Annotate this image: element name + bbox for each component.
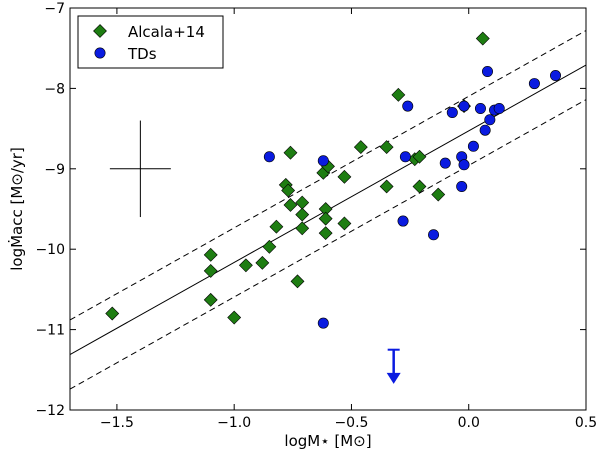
point-tds-20 xyxy=(528,78,540,90)
point-alcala-33 xyxy=(475,31,490,46)
point-alcala-0 xyxy=(105,306,120,321)
y-tick-label: −12 xyxy=(35,403,65,419)
x-tick-label: 0.5 xyxy=(575,415,597,431)
point-alcala-13 xyxy=(290,274,305,289)
axis-ticks: −1.5 −1.0 −0.5 0.0 0.5 −12 −11 −10 −9 −8 −7 xyxy=(35,1,597,431)
point-alcala-22 xyxy=(337,169,352,184)
point-tds-13 xyxy=(467,140,479,152)
point-tds-21 xyxy=(550,70,562,82)
point-alcala-20 xyxy=(318,226,333,241)
point-alcala-24 xyxy=(353,140,368,155)
point-alcala-8 xyxy=(269,219,284,234)
point-alcala-30 xyxy=(412,179,427,194)
fit-line-dashed-2 xyxy=(70,99,586,390)
y-tick-label: −7 xyxy=(44,1,65,17)
point-tds-2 xyxy=(317,317,329,329)
x-tick-label: −0.5 xyxy=(334,415,368,431)
point-tds-6 xyxy=(428,229,440,241)
point-tds-15 xyxy=(479,124,491,136)
legend: Alcala+14 TDs xyxy=(77,15,224,69)
point-tds-5 xyxy=(402,100,414,112)
point-alcala-23 xyxy=(337,216,352,231)
point-tds-14 xyxy=(474,103,486,115)
legend-label-tds: TDs xyxy=(127,45,157,63)
point-tds-10 xyxy=(456,180,468,192)
point-tds-17 xyxy=(484,114,496,126)
point-alcala-5 xyxy=(238,258,253,273)
point-tds-19 xyxy=(493,103,505,115)
legend-marker-tds xyxy=(94,47,106,59)
point-tds-7 xyxy=(439,157,451,169)
point-alcala-4 xyxy=(227,310,242,325)
point-alcala-25 xyxy=(379,140,394,155)
x-tick-label: −1.0 xyxy=(217,415,251,431)
point-alcala-6 xyxy=(255,255,270,270)
y-tick-label: −10 xyxy=(35,242,65,258)
point-alcala-27 xyxy=(391,87,406,102)
point-tds-3 xyxy=(399,151,411,163)
plot-frame xyxy=(69,7,587,411)
y-tick-label: −8 xyxy=(44,81,65,97)
point-alcala-1 xyxy=(203,247,218,262)
legend-box xyxy=(77,15,224,69)
point-tds-1 xyxy=(317,155,329,167)
x-axis-label: logM⋆ [M⊙] xyxy=(284,432,371,450)
point-alcala-12 xyxy=(283,198,298,212)
point-tds-0 xyxy=(263,151,275,163)
point-alcala-31 xyxy=(431,187,446,202)
point-alcala-10 xyxy=(281,183,296,198)
point-alcala-15 xyxy=(295,207,310,222)
point-alcala-29 xyxy=(412,149,427,164)
point-alcala-19 xyxy=(318,211,333,226)
legend-marker-alcala xyxy=(93,24,107,38)
point-tds-8 xyxy=(446,107,458,119)
point-alcala-11 xyxy=(283,145,298,160)
point-tds-4 xyxy=(397,215,409,227)
x-tick-label: 0.0 xyxy=(458,415,480,431)
point-tds-16 xyxy=(481,66,493,78)
y-tick-label: −9 xyxy=(44,162,65,178)
point-alcala-3 xyxy=(203,292,218,307)
y-axis-label: logṀacc [M⊙/yr] xyxy=(7,147,26,271)
point-alcala-16 xyxy=(295,221,310,236)
plot-content xyxy=(70,30,586,390)
point-alcala-14 xyxy=(295,195,310,210)
point-tds-12 xyxy=(458,159,470,171)
upper-limit-arrowhead xyxy=(386,372,401,384)
x-tick-label: −1.5 xyxy=(100,415,134,431)
y-tick-label: −11 xyxy=(35,323,65,339)
fit-line-dashed-1 xyxy=(70,30,586,321)
point-alcala-2 xyxy=(203,263,218,278)
point-tds-11 xyxy=(458,100,470,112)
point-alcala-7 xyxy=(262,239,277,254)
legend-label-alcala: Alcala+14 xyxy=(128,23,205,41)
point-alcala-26 xyxy=(379,179,394,194)
